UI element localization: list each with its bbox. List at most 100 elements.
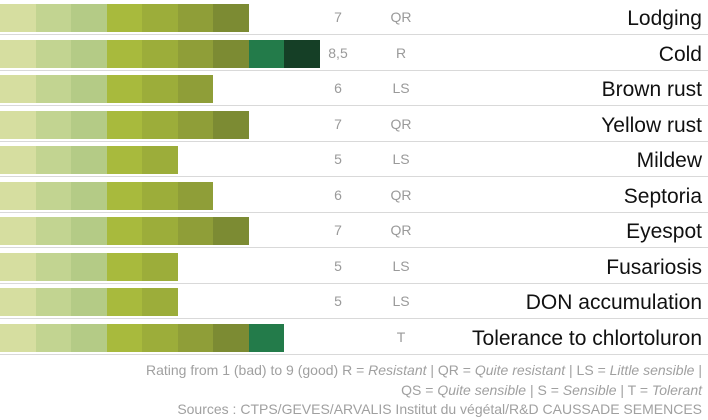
legend-text: Rating from 1 (bad) to 9 (good) R = xyxy=(145,362,369,378)
rating-code: LS xyxy=(392,80,410,96)
rating-row: 7 QR Yellow rust xyxy=(0,107,708,142)
rating-segment xyxy=(142,252,178,281)
rating-segment xyxy=(142,288,178,316)
row-divider xyxy=(0,105,708,106)
rating-segment xyxy=(142,39,178,68)
row-divider xyxy=(0,176,708,177)
legend-text: | S = xyxy=(526,382,563,398)
rating-label: Septoria xyxy=(623,184,702,208)
rating-label: Cold xyxy=(658,42,702,66)
rating-row: 8,5 R Cold xyxy=(0,36,708,71)
rating-value: 8,5 xyxy=(328,44,348,61)
legend-term: Tolerant xyxy=(651,382,702,398)
rating-segment xyxy=(35,4,71,32)
rating-segment xyxy=(177,217,213,245)
rating-value: 6 xyxy=(334,80,342,96)
rating-segment xyxy=(71,217,107,245)
rating-row: 5 LS Mildew xyxy=(0,142,708,177)
rating-segment xyxy=(213,217,249,245)
rating-bar xyxy=(0,252,178,281)
rating-segment xyxy=(0,252,36,281)
rating-segment xyxy=(71,323,107,352)
rating-bar xyxy=(0,146,178,174)
rating-segment xyxy=(284,39,320,68)
rating-segment xyxy=(0,181,36,210)
rating-row: T Tolerance to chlortoluron xyxy=(0,320,708,355)
rating-bar xyxy=(0,4,249,32)
rating-code: LS xyxy=(392,293,410,309)
legend-term: Quite sensible xyxy=(437,382,527,398)
rating-segment xyxy=(0,146,36,174)
rating-segment xyxy=(177,181,213,210)
rating-segment xyxy=(0,4,36,32)
rating-code: T xyxy=(396,328,406,345)
rating-segment xyxy=(213,323,249,352)
rating-value: 5 xyxy=(334,293,342,309)
rating-segment xyxy=(0,110,36,139)
rating-bar xyxy=(0,181,213,210)
rating-segment xyxy=(213,39,249,68)
rating-code: QR xyxy=(390,186,412,203)
legend-text: | xyxy=(694,362,702,378)
legend-line-1: Rating from 1 (bad) to 9 (good) R = Resi… xyxy=(146,361,702,379)
rating-segment xyxy=(35,110,71,139)
rating-code: LS xyxy=(392,151,410,167)
rating-label: Eyespot xyxy=(626,220,702,243)
row-divider xyxy=(0,34,708,35)
row-divider xyxy=(0,211,708,213)
rating-segment xyxy=(0,288,36,316)
rating-segment xyxy=(106,4,142,32)
rating-segment xyxy=(106,181,142,210)
rating-segment xyxy=(71,39,107,68)
rating-segment xyxy=(142,217,178,245)
row-divider xyxy=(0,282,708,284)
rating-value: 7 xyxy=(334,115,342,132)
rating-code: QR xyxy=(390,9,412,25)
rating-code: LS xyxy=(392,257,410,274)
rating-segment xyxy=(106,39,142,68)
rating-segment xyxy=(71,181,107,210)
rating-segment xyxy=(71,110,107,139)
rating-segment xyxy=(71,4,107,32)
rating-bar xyxy=(0,323,284,352)
legend-term: Sensible xyxy=(562,382,617,398)
rating-value: 5 xyxy=(334,257,342,274)
rating-bar xyxy=(0,75,213,103)
rating-segment xyxy=(142,181,178,210)
rating-segment xyxy=(0,323,36,352)
rating-label: Yellow rust xyxy=(601,113,702,137)
rating-segment xyxy=(35,323,71,352)
rating-label: DON accumulation xyxy=(525,291,702,314)
rating-label: Lodging xyxy=(627,7,702,30)
rating-row: 5 LS Fusariosis xyxy=(0,249,708,284)
rating-segment xyxy=(0,39,36,68)
rating-segment xyxy=(213,4,249,32)
rating-segment xyxy=(177,4,213,32)
row-divider xyxy=(0,318,708,319)
legend-text: QS = xyxy=(401,382,438,398)
rating-bar xyxy=(0,110,249,139)
legend-term: Little sensible xyxy=(609,362,695,378)
rating-value: 7 xyxy=(334,222,342,238)
rating-segment xyxy=(106,288,142,316)
rating-segment xyxy=(106,323,142,352)
rating-label: Tolerance to chlortoluron xyxy=(472,326,702,350)
rating-segment xyxy=(35,181,71,210)
rating-segment xyxy=(35,75,71,103)
rating-code: R xyxy=(395,44,407,61)
rating-row: 6 LS Brown rust xyxy=(0,71,708,106)
rating-row: 7 QR Lodging xyxy=(0,0,708,35)
rating-segment xyxy=(71,252,107,281)
rating-bar xyxy=(0,288,178,316)
rating-segment xyxy=(177,39,213,68)
rating-segment xyxy=(106,217,142,245)
row-divider xyxy=(0,69,708,71)
legend-text: | LS = xyxy=(565,362,610,378)
rating-code: QR xyxy=(390,115,412,132)
rating-segment xyxy=(248,39,284,68)
rating-row: 7 QR Eyespot xyxy=(0,213,708,248)
rating-segment xyxy=(71,146,107,174)
rating-bar xyxy=(0,39,320,68)
rating-segment xyxy=(106,252,142,281)
rating-row: 5 LS DON accumulation xyxy=(0,284,708,319)
